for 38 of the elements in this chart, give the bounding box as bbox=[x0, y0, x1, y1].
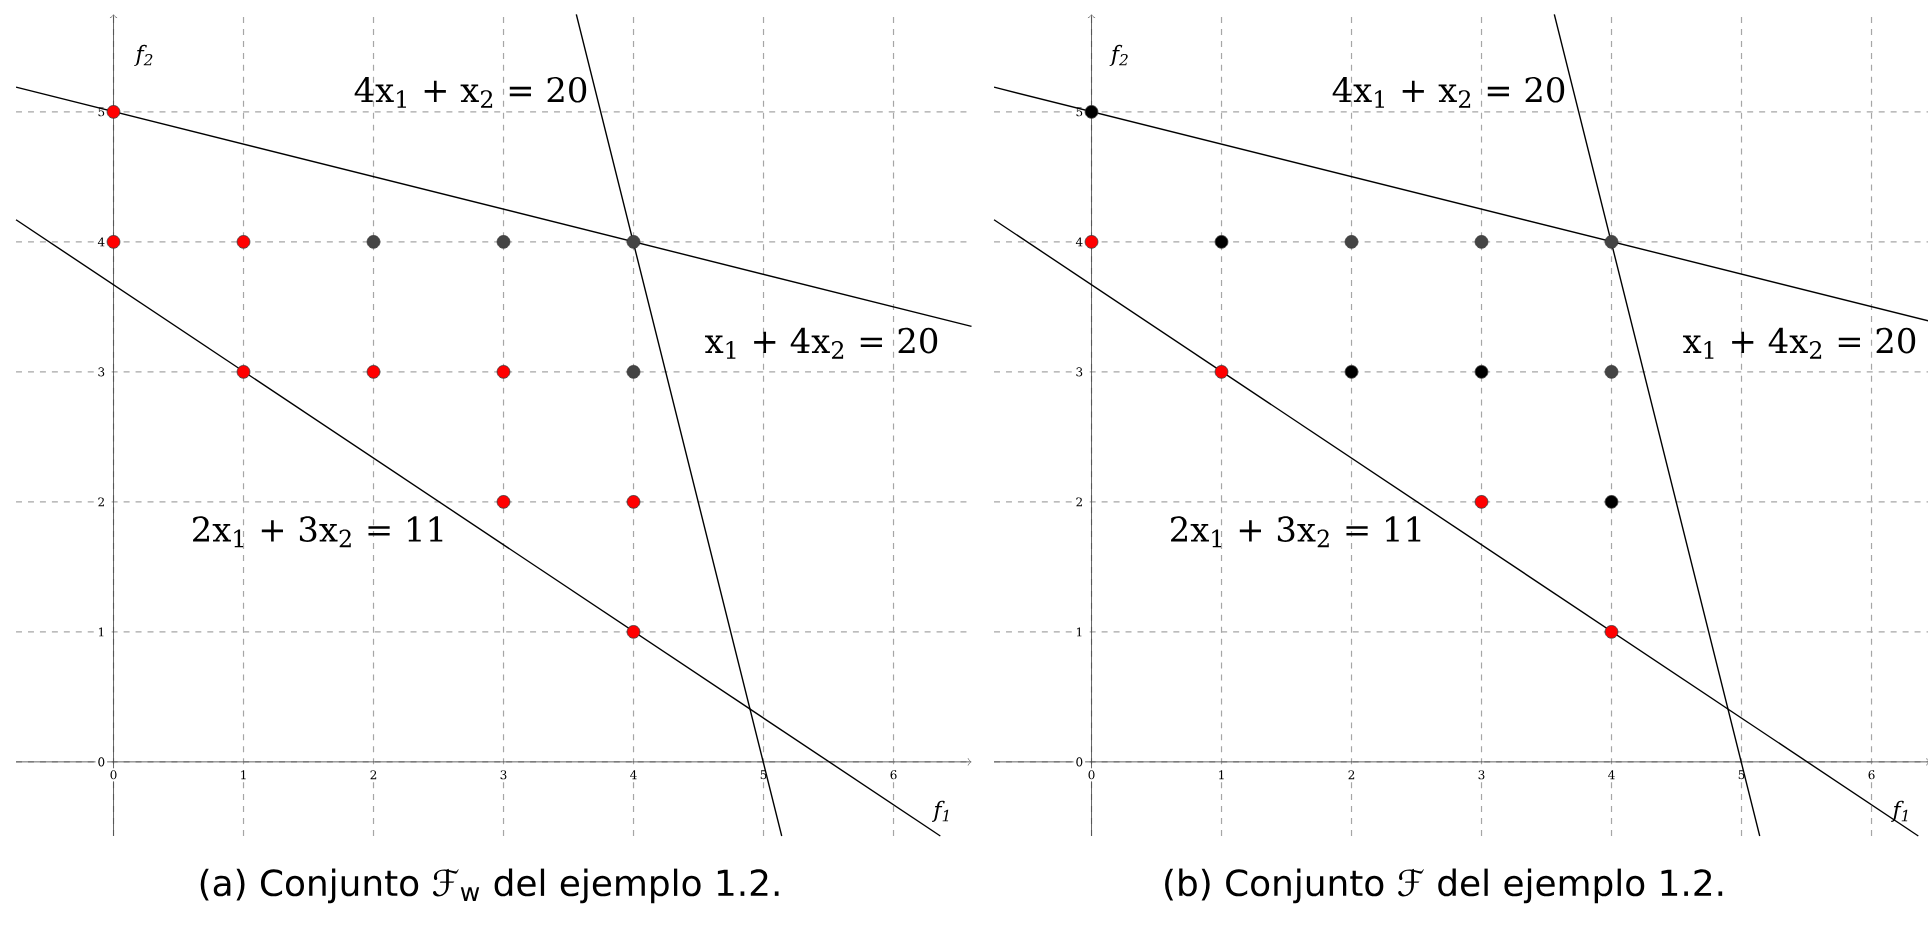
point bbox=[1604, 235, 1619, 249]
x-axis-title: f$_{1}$ bbox=[1891, 800, 1908, 822]
text: (b) Conjunto ℱ del ejemplo 1.2. bbox=[1165, 868, 1723, 904]
y-axis-title: f$_{2}$ bbox=[1109, 44, 1128, 67]
point bbox=[1604, 625, 1619, 639]
point bbox=[1214, 235, 1229, 249]
point bbox=[236, 365, 251, 379]
annotation: 2x$_{1}$ + 3x$_{2}$ = 11 bbox=[1171, 516, 1421, 548]
annotation: x$_{1}$ + 4x$_{2}$ = 20 bbox=[1683, 327, 1916, 359]
point bbox=[366, 365, 381, 379]
point bbox=[1344, 235, 1359, 249]
text: (a) Conjunto ℱ$_{w}$ del ejemplo 1.2. bbox=[200, 868, 779, 904]
point bbox=[1474, 365, 1489, 379]
annotation: 4x$_{1}$ + x$_{2}$ = 20 bbox=[1332, 76, 1565, 108]
point bbox=[496, 235, 511, 249]
annotation: 2x$_{1}$ + 3x$_{2}$ = 11 bbox=[193, 516, 443, 548]
point bbox=[106, 105, 121, 119]
point bbox=[236, 235, 251, 249]
point bbox=[496, 365, 511, 379]
y-axis-title: f$_{2}$ bbox=[134, 44, 153, 67]
point bbox=[1084, 105, 1099, 119]
annotation: 4x$_{1}$ + x$_{2}$ = 20 bbox=[354, 76, 587, 108]
x-axis-title: f$_{1}$ bbox=[932, 800, 949, 822]
point bbox=[1604, 365, 1619, 379]
point bbox=[1214, 365, 1229, 379]
point bbox=[626, 625, 641, 639]
point bbox=[1604, 495, 1619, 509]
point bbox=[366, 235, 381, 249]
point bbox=[1344, 365, 1359, 379]
point bbox=[1474, 495, 1489, 509]
point bbox=[626, 365, 641, 379]
point bbox=[626, 235, 641, 249]
point bbox=[106, 235, 121, 249]
point bbox=[1084, 235, 1099, 249]
point bbox=[1474, 235, 1489, 249]
point bbox=[496, 495, 511, 509]
point bbox=[626, 495, 641, 509]
annotation: x$_{1}$ + 4x$_{2}$ = 20 bbox=[705, 327, 938, 359]
